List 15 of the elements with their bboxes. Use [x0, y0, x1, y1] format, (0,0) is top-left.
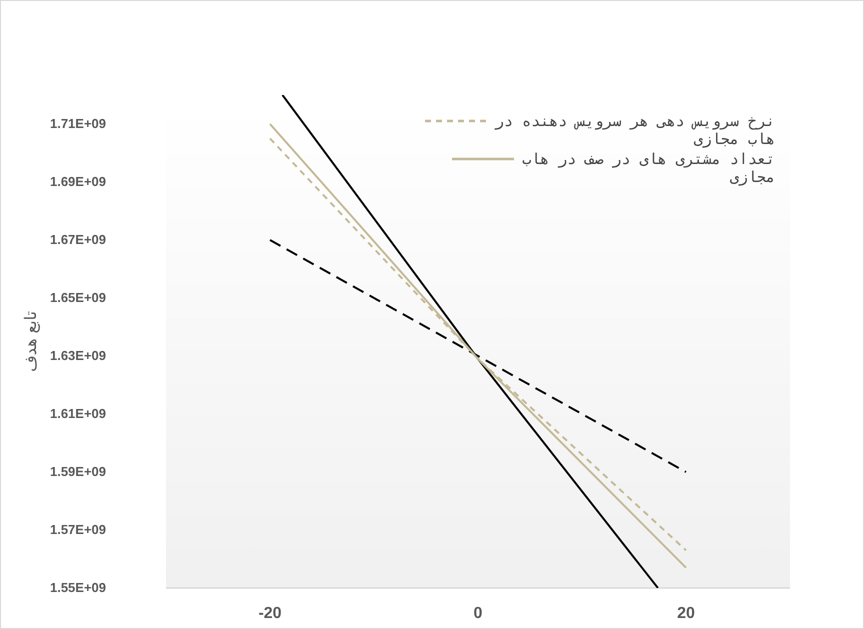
y-tick-label: 1.61E+09 [50, 406, 106, 421]
y-tick-label: 1.55E+09 [50, 580, 106, 595]
x-tick-label: 20 [677, 605, 695, 622]
y-tick-label: 1.69E+09 [50, 174, 106, 189]
y-tick-label: 1.71E+09 [50, 116, 106, 131]
y-tick-label: 1.59E+09 [50, 464, 106, 479]
y-tick-label: 1.67E+09 [50, 232, 106, 247]
x-tick-label: -20 [258, 605, 282, 622]
legend-label: تعداد مشتری های در صف در هاب مجازی [522, 150, 775, 186]
y-tick-label: 1.63E+09 [50, 348, 106, 363]
legend-label: نرخ سرویس دهی هر سرویس دهنده در هاب مجازی [495, 112, 775, 148]
y-tick-label: 1.65E+09 [50, 290, 106, 305]
x-tick-label: 0 [474, 605, 483, 622]
y-tick-label: 1.57E+09 [50, 522, 106, 537]
y-axis-title: تابع هدف [21, 311, 40, 372]
